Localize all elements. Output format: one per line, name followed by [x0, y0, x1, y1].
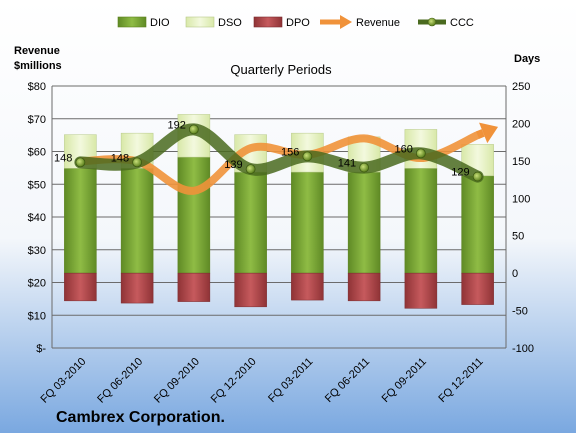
ccc-point — [359, 162, 370, 173]
dpo-bar — [291, 272, 324, 301]
dpo-bar — [64, 272, 97, 302]
right-tick-label: -50 — [512, 306, 528, 318]
chart-title: Quarterly Periods — [230, 62, 332, 77]
left-tick-label: $30 — [28, 245, 46, 257]
legend-label-dio: DIO — [150, 17, 170, 29]
ccc-data-label: 129 — [451, 167, 469, 179]
legend-label-ccc: CCC — [450, 17, 474, 29]
dpo-bar — [234, 272, 267, 308]
ccc-point — [415, 148, 426, 159]
legend-swatch-dso — [185, 16, 215, 28]
right-tick-label: 250 — [512, 81, 530, 93]
dio-bar — [461, 175, 494, 274]
left-tick-label: $10 — [28, 310, 46, 322]
right-tick-label: 150 — [512, 156, 530, 168]
ccc-data-label: 160 — [395, 143, 413, 155]
dio-bar — [120, 168, 154, 274]
dio-bar — [347, 171, 381, 274]
left-tick-label: $- — [36, 343, 46, 355]
right-axis-title: Days — [514, 53, 540, 65]
left-tick-label: $80 — [28, 81, 46, 93]
legend-item-dso: DSO — [185, 16, 242, 29]
left-tick-label: $60 — [28, 147, 46, 159]
right-tick-label: 200 — [512, 118, 530, 130]
right-axis-ticks: -100 -50 0 50 100 150 200 250 — [512, 81, 534, 355]
right-tick-label: -100 — [512, 343, 534, 355]
left-axis-title-line1: Revenue — [14, 45, 60, 57]
revenue-arrow-shaft — [476, 129, 485, 139]
dpo-bar — [347, 272, 381, 302]
ccc-data-label: 156 — [281, 146, 299, 158]
ccc-point — [75, 157, 86, 168]
legend-label-revenue: Revenue — [356, 17, 400, 29]
ccc-line — [74, 123, 484, 183]
ccc-series: 148 148 192 139 156 141 160 129 — [54, 119, 484, 183]
legend-swatch-dio — [117, 16, 147, 28]
ccc-point — [245, 164, 256, 174]
left-tick-label: $20 — [28, 278, 46, 290]
left-tick-label: $40 — [28, 212, 46, 224]
left-tick-label: $50 — [28, 179, 46, 191]
right-tick-label: 100 — [512, 193, 530, 205]
ccc-point — [302, 151, 313, 162]
legend: DIO DSO DPO Revenue CCC — [117, 15, 474, 29]
dio-bar — [177, 156, 211, 274]
ccc-point — [132, 157, 143, 168]
legend-label-dpo: DPO — [286, 17, 310, 29]
right-tick-label: 0 — [512, 268, 518, 280]
legend-item-ccc: CCC — [418, 17, 474, 29]
dpo-bar — [404, 272, 438, 309]
legend-swatch-dpo — [253, 16, 283, 28]
left-axis-ticks: $- $10 $20 $30 $40 $50 $60 $70 $80 — [28, 81, 47, 355]
right-tick-label: 50 — [512, 231, 524, 243]
dpo-bar — [120, 272, 154, 304]
ccc-data-label: 148 — [111, 152, 129, 164]
dpo-bar — [177, 272, 211, 302]
legend-item-revenue: Revenue — [320, 15, 400, 29]
ccc-data-label: 148 — [54, 152, 72, 164]
dio-bar — [64, 168, 97, 274]
legend-item-dio: DIO — [117, 16, 170, 29]
ccc-point — [472, 171, 483, 182]
revenue-arrowhead — [479, 122, 499, 144]
legend-swatch-ccc-dot — [427, 17, 437, 27]
ccc-data-label: 139 — [224, 159, 242, 171]
dio-bar — [404, 168, 438, 274]
left-axis-title-line2: $millions — [14, 60, 62, 72]
legend-label-dso: DSO — [218, 17, 242, 29]
left-tick-label: $70 — [28, 114, 46, 126]
dio-bar — [234, 171, 267, 274]
dpo-bar — [461, 272, 494, 305]
ccc-data-label: 192 — [168, 119, 186, 131]
company-name: Cambrex Corporation. — [56, 409, 225, 426]
legend-swatch-revenue-head — [340, 15, 352, 29]
ccc-point — [188, 124, 199, 135]
ccc-data-label: 141 — [338, 158, 356, 170]
dio-bar — [291, 171, 324, 274]
legend-item-dpo: DPO — [253, 16, 310, 29]
